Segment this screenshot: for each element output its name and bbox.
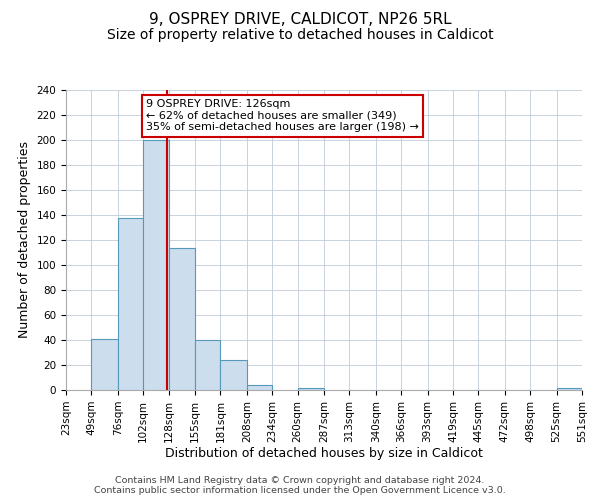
Y-axis label: Number of detached properties: Number of detached properties [18, 142, 31, 338]
Text: Contains HM Land Registry data © Crown copyright and database right 2024.
Contai: Contains HM Land Registry data © Crown c… [94, 476, 506, 495]
Bar [195, 340, 220, 390]
Bar [298, 388, 324, 390]
Text: 9, OSPREY DRIVE, CALDICOT, NP26 5RL: 9, OSPREY DRIVE, CALDICOT, NP26 5RL [149, 12, 451, 28]
Text: Size of property relative to detached houses in Caldicot: Size of property relative to detached ho… [107, 28, 493, 42]
Bar [91, 339, 118, 390]
X-axis label: Distribution of detached houses by size in Caldicot: Distribution of detached houses by size … [165, 448, 483, 460]
Text: 9 OSPREY DRIVE: 126sqm
← 62% of detached houses are smaller (349)
35% of semi-de: 9 OSPREY DRIVE: 126sqm ← 62% of detached… [146, 99, 419, 132]
Bar [169, 248, 195, 390]
Bar [247, 385, 272, 390]
Bar [143, 140, 169, 390]
Bar [557, 388, 582, 390]
Bar [118, 218, 143, 390]
Bar [220, 360, 247, 390]
